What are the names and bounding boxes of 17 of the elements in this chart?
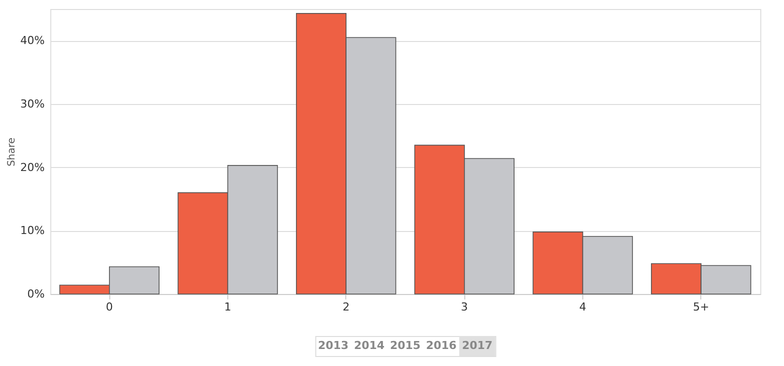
- text: 2016: [426, 339, 457, 352]
- y-tick-label: 30%: [20, 98, 45, 110]
- x-tick-label: 0: [106, 300, 113, 314]
- x-tick-label: 3: [460, 300, 468, 314]
- x-tick-label: 5+: [692, 300, 710, 314]
- text: 2013: [318, 339, 349, 352]
- text: 2017: [462, 339, 493, 352]
- text: 2014: [354, 339, 385, 352]
- y-axis-title: Share: [6, 138, 18, 166]
- y-tick-label: 0%: [27, 288, 45, 300]
- y-tick-label: 40%: [20, 34, 45, 48]
- x-tick-label: 1: [224, 300, 232, 314]
- x-tick-label: 2: [342, 300, 350, 314]
- text: 2015: [390, 339, 421, 352]
- y-tick-label: 10%: [20, 224, 45, 238]
- x-tick-label: 4: [579, 300, 586, 314]
- y-tick-label: 20%: [20, 160, 45, 174]
